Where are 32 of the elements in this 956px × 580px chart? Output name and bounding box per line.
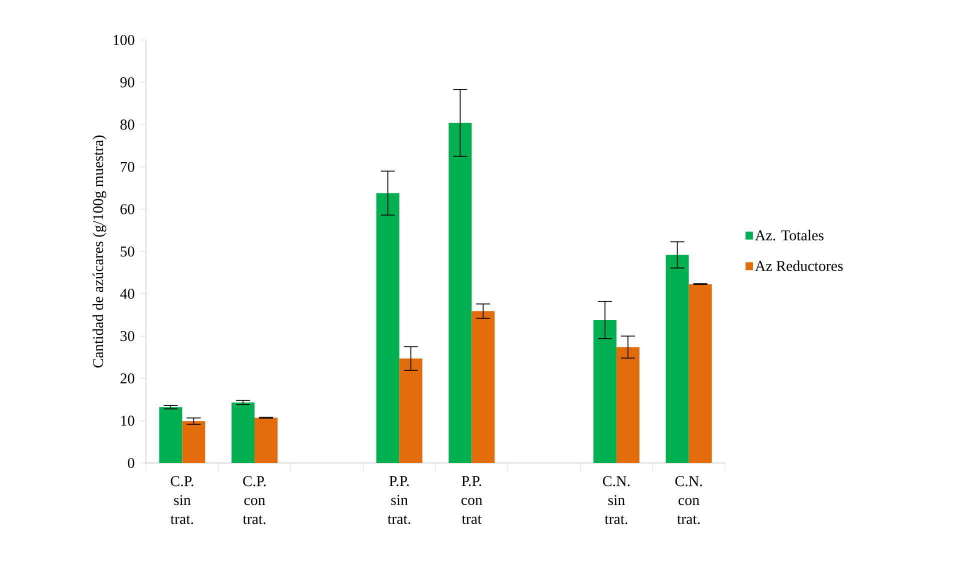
y-tick-label: 40 — [120, 288, 134, 299]
bar — [448, 122, 472, 463]
bar — [254, 418, 278, 463]
x-tick-label: C.P. con trat. — [242, 476, 266, 524]
bar — [182, 421, 206, 463]
y-tick-label: 80 — [120, 120, 134, 130]
y-tick-label: 20 — [120, 373, 134, 384]
y-axis-title: Cantidad de azúcares (g/100g muestra) — [92, 136, 106, 368]
bar — [666, 254, 689, 463]
x-tick-label: C.P. sin trat. — [170, 476, 194, 524]
y-tick-label: 30 — [120, 331, 134, 342]
y-tick-label: 60 — [120, 204, 134, 214]
bar — [616, 347, 640, 463]
y-tick-label: 70 — [120, 162, 134, 172]
bar — [376, 193, 400, 463]
bar — [472, 311, 495, 463]
x-tick-label: C.N. sin trat. — [602, 476, 630, 524]
x-tick-label: P.P. con trat — [461, 476, 482, 524]
y-tick-label: 90 — [120, 77, 134, 88]
bar — [232, 402, 255, 463]
legend-label: Az. Totales — [755, 230, 824, 240]
y-tick-label: 50 — [120, 246, 134, 257]
x-tick-label: P.P. sin trat. — [388, 476, 410, 524]
y-tick-label: 100 — [114, 34, 134, 46]
bar — [159, 407, 182, 463]
bar — [399, 358, 422, 463]
x-tick-label: C.N. con trat. — [675, 476, 702, 524]
legend-label: Az Reductores — [755, 260, 843, 271]
bar — [593, 320, 616, 463]
y-tick-label: 10 — [121, 416, 134, 426]
y-tick-label: 0 — [128, 458, 134, 468]
bar — [688, 284, 712, 463]
